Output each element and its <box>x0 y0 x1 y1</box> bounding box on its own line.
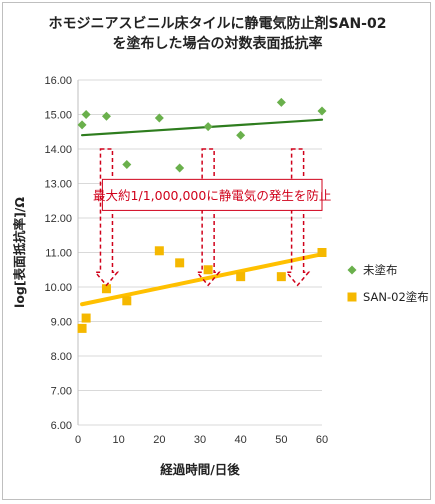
dashed-down-arrow <box>284 148 311 287</box>
chart-title: ホモジニアスビニル床タイルに静電気防止剤SAN-02 を塗布した場合の対数表面抵… <box>0 14 435 54</box>
data-point-square <box>122 296 132 306</box>
dashed-down-arrow <box>195 148 221 287</box>
x-tick-label: 30 <box>194 434 206 446</box>
data-point-diamond <box>203 122 213 132</box>
x-tick-label: 10 <box>113 434 125 446</box>
trendline <box>80 252 324 307</box>
x-tick-label: 50 <box>275 434 287 446</box>
data-point-diamond <box>122 160 132 170</box>
data-point-diamond <box>317 106 327 116</box>
data-point-square <box>175 258 185 268</box>
legend-label: 未塗布 <box>363 263 398 277</box>
legend: 未塗布 SAN-02塗布 <box>347 263 429 304</box>
data-point-diamond <box>276 97 286 107</box>
y-tick-label: 11.00 <box>45 248 72 260</box>
data-point-square <box>154 246 164 256</box>
data-point-square <box>77 323 87 333</box>
y-tick-label: 15.00 <box>44 110 72 122</box>
chart-title-line-1: ホモジニアスビニル床タイルに静電気防止剤SAN-02 <box>48 16 387 32</box>
callout-box <box>101 178 323 211</box>
legend-marker <box>347 292 357 302</box>
legend-marker <box>347 265 357 275</box>
y-tick-label: 8.00 <box>51 351 72 363</box>
data-point-square <box>317 248 327 257</box>
chart-frame <box>2 2 431 500</box>
chart-title-line-2: を塗布した場合の対数表面抵抗率 <box>112 36 323 52</box>
callout-text: 最大約1/1,000,000に静電気の発生を防止 <box>93 188 331 203</box>
y-tick-label: 7.00 <box>51 386 72 398</box>
data-point-diamond <box>81 110 91 119</box>
annotation-callout: 最大約1/1,000,000に静電気の発生を防止 <box>93 178 331 211</box>
data-point-square <box>101 284 111 294</box>
y-tick-label: 14.00 <box>44 144 72 156</box>
y-tick-label: 9.00 <box>51 317 72 329</box>
y-tick-label: 16.00 <box>44 75 72 87</box>
data-point-square <box>276 272 286 282</box>
x-axis-label: 経過時間/日後 <box>160 462 240 477</box>
y-tick-label: 10.00 <box>44 282 72 294</box>
x-tick-label: 20 <box>153 434 165 446</box>
y-tick-label: 12.00 <box>44 213 72 225</box>
data-point-diamond <box>175 163 185 173</box>
data-point-diamond <box>77 120 87 130</box>
y-tick-label: 13.00 <box>44 179 72 191</box>
y-tick-label: 6.00 <box>51 420 72 432</box>
annotation-arrows <box>93 148 311 287</box>
y-axis-label: log[表面抵抗率]/Ω <box>12 197 27 308</box>
x-tick-label: 40 <box>235 434 247 446</box>
y-tick-labels: 6.00 7.00 8.00 9.00 10.00 11.00 12.00 13.00 14.0… <box>44 75 72 432</box>
x-tick-label: 60 <box>316 434 328 446</box>
data-point-square <box>203 265 213 275</box>
x-tick-labels: 0 10 20 30 40 50 60 <box>75 434 328 446</box>
data-point-diamond <box>101 111 111 121</box>
data-points <box>77 97 327 333</box>
data-point-diamond <box>154 113 164 123</box>
trendline <box>80 118 324 137</box>
gridlines <box>77 79 322 426</box>
data-point-square <box>236 272 246 282</box>
x-tick-label: 0 <box>75 434 81 446</box>
trendlines <box>80 118 324 307</box>
legend-label: SAN-02塗布 <box>363 290 429 304</box>
data-point-square <box>81 313 91 323</box>
dashed-down-arrow <box>93 148 120 287</box>
data-point-diamond <box>236 130 246 140</box>
